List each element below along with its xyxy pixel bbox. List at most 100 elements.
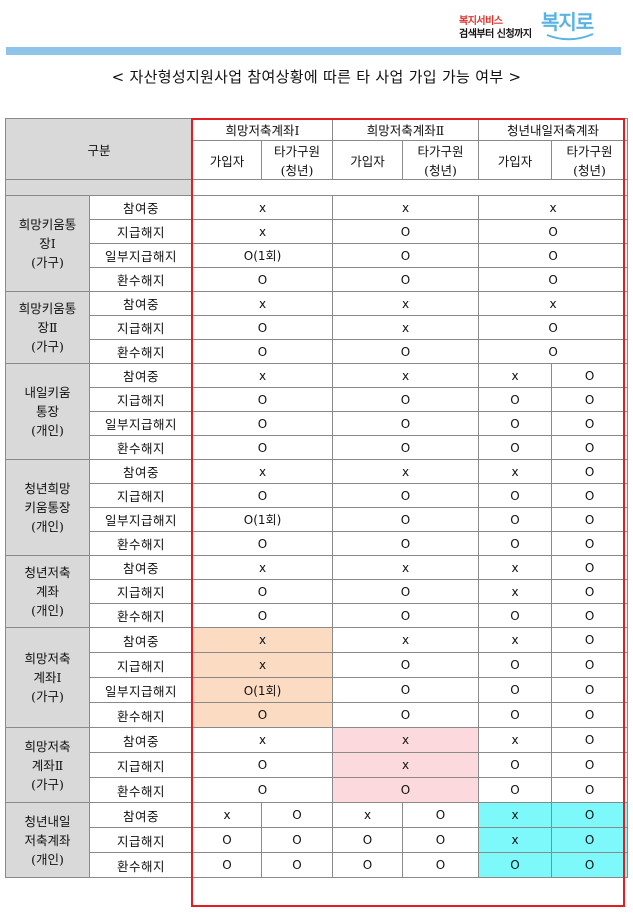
eligibility-cell: x: [332, 802, 404, 828]
eligibility-cell: O: [261, 802, 334, 828]
eligibility-cell: O: [192, 387, 334, 412]
status-label: 지급해지: [88, 219, 194, 244]
eligibility-cell: O: [332, 852, 404, 878]
eligibility-cell: O: [332, 219, 480, 244]
table-row: 청년희망 키움통장 (개인) 참여중 x x x O: [5, 459, 629, 556]
eligibility-cell: x: [478, 802, 553, 828]
status-label: 참여중: [88, 802, 194, 828]
header-bar: [6, 47, 621, 55]
eligibility-cell: x: [332, 315, 480, 340]
header-program-2: 희망저축계좌Ⅱ: [332, 118, 480, 141]
eligibility-cell: O: [332, 603, 480, 628]
status-label: 지급해지: [88, 315, 194, 340]
eligibility-cell: O: [551, 507, 629, 532]
group-label: 내일키움 통장 (개인): [5, 363, 90, 460]
status-label: 참여중: [88, 555, 194, 580]
eligibility-cell: O(1회): [192, 677, 334, 703]
eligibility-cell: x: [192, 627, 334, 653]
status-label: 환수해지: [88, 435, 194, 460]
bokjiro-logo: 복지서비스 검색부터 신청까지 복지로: [459, 8, 609, 44]
status-label: 환수해지: [88, 267, 194, 292]
eligibility-cell: O: [192, 827, 263, 853]
eligibility-cell: O: [551, 363, 629, 388]
eligibility-cell: O: [551, 555, 629, 580]
status-label: 참여중: [88, 459, 194, 484]
eligibility-cell: O: [551, 752, 629, 778]
eligibility-cell: O: [192, 531, 334, 556]
eligibility-cell: O: [551, 531, 629, 556]
table-row: 환수해지 O O O: [6, 339, 629, 364]
eligibility-cell: O: [332, 483, 480, 508]
spacer-cell: [192, 179, 629, 196]
table-row: 지급해지 x O O: [6, 219, 629, 244]
header-subscriber: 가입자: [192, 140, 263, 180]
table-row: 환수해지 O O O O: [6, 435, 629, 460]
eligibility-cell: O: [551, 627, 629, 653]
eligibility-cell: O: [551, 459, 629, 484]
table-row: 환수해지 O O O O: [6, 603, 629, 628]
status-label: 지급해지: [88, 483, 194, 508]
table-row: 일부지급해지 O(1회) O O O: [6, 677, 629, 703]
group-label: 희망키움통 장Ⅱ (가구): [5, 291, 90, 364]
eligibility-cell: O: [332, 243, 480, 268]
eligibility-cell: O: [551, 411, 629, 436]
eligibility-cell: x: [478, 363, 553, 388]
status-label: 지급해지: [88, 387, 194, 412]
status-label: 참여중: [88, 291, 194, 316]
eligibility-cell: O: [192, 483, 334, 508]
status-label: 일부지급해지: [88, 507, 194, 532]
eligibility-cell: O: [551, 603, 629, 628]
eligibility-cell: x: [478, 555, 553, 580]
header-subscriber: 가입자: [478, 140, 553, 180]
eligibility-cell: O: [478, 531, 553, 556]
eligibility-cell: O: [192, 339, 334, 364]
eligibility-cell: O: [332, 702, 480, 728]
eligibility-cell: x: [192, 195, 334, 220]
status-label: 일부지급해지: [88, 243, 194, 268]
logo-wordmark: 복지로: [541, 10, 594, 34]
status-label: 환수해지: [88, 777, 194, 803]
group-label: 희망저축 계좌Ⅰ (가구): [5, 627, 90, 728]
eligibility-cell: x: [192, 802, 263, 828]
table-row: 지급해지 x O O O: [6, 652, 629, 678]
logo-tagline-2: 검색부터 신청까지: [459, 29, 532, 40]
eligibility-cell: O: [192, 579, 334, 604]
eligibility-cell: x: [478, 627, 553, 653]
eligibility-cell: O: [332, 677, 480, 703]
eligibility-cell: O: [478, 243, 629, 268]
status-label: 지급해지: [88, 827, 194, 853]
eligibility-cell: O: [551, 777, 629, 803]
eligibility-cell: O: [478, 435, 553, 460]
eligibility-cell: O: [478, 603, 553, 628]
eligibility-cell: O: [478, 387, 553, 412]
status-label: 지급해지: [88, 579, 194, 604]
status-label: 지급해지: [88, 752, 194, 778]
group-label: 희망저축 계좌Ⅱ (가구): [5, 727, 90, 803]
eligibility-cell: O: [192, 752, 334, 778]
status-label: 참여중: [88, 195, 194, 220]
status-label: 환수해지: [88, 603, 194, 628]
table-row: 희망저축 계좌Ⅰ (가구) 참여중 x x x O: [5, 627, 629, 728]
eligibility-cell: O: [332, 777, 480, 803]
eligibility-cell: O: [551, 435, 629, 460]
header-other-member: 타가구원 (청년): [402, 140, 480, 180]
table-row: 환수해지 O O O O: [6, 777, 629, 803]
eligibility-cell: O: [478, 411, 553, 436]
eligibility-cell: x: [478, 291, 629, 316]
status-label: 환수해지: [88, 852, 194, 878]
eligibility-cell: O: [478, 267, 629, 292]
status-label: 참여중: [88, 727, 194, 753]
eligibility-cell: O: [551, 727, 629, 753]
header-other-member: 타가구원 (청년): [551, 140, 629, 180]
eligibility-cell: O: [332, 531, 480, 556]
eligibility-cell: O: [478, 777, 553, 803]
table-row: 희망키움통 장Ⅱ (가구) 참여중 x x x: [5, 291, 629, 364]
status-label: 참여중: [88, 627, 194, 653]
eligibility-cell: O: [192, 702, 334, 728]
eligibility-cell: O: [192, 411, 334, 436]
eligibility-cell: O: [478, 483, 553, 508]
eligibility-cell: O: [478, 315, 629, 340]
